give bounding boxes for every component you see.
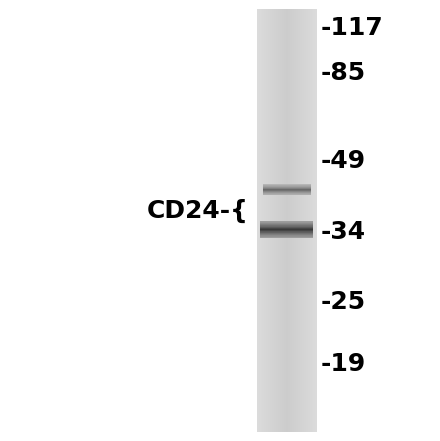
Bar [301, 9, 302, 432]
Bar [269, 9, 270, 432]
Bar [287, 9, 288, 432]
Bar [304, 9, 306, 432]
Bar [302, 9, 303, 432]
Bar [260, 238, 313, 239]
Bar [314, 9, 315, 432]
Bar [276, 9, 277, 432]
Bar [307, 9, 308, 432]
Bar [289, 9, 290, 432]
Bar [306, 9, 307, 432]
Text: -19: -19 [320, 352, 366, 376]
Bar [257, 9, 258, 432]
Bar [298, 9, 299, 432]
Bar [260, 237, 313, 238]
Text: -34: -34 [320, 220, 366, 243]
Bar [260, 235, 313, 236]
Bar [260, 9, 261, 432]
Text: -85: -85 [320, 61, 366, 85]
Bar [260, 227, 313, 228]
Text: CD24-{: CD24-{ [147, 199, 249, 223]
Bar [297, 9, 298, 432]
Bar [290, 9, 291, 432]
Bar [260, 228, 313, 229]
Bar [260, 234, 313, 235]
Text: -49: -49 [320, 149, 366, 173]
Bar [267, 9, 268, 432]
Bar [309, 9, 310, 432]
Bar [266, 9, 267, 432]
Bar [310, 9, 311, 432]
Bar [303, 9, 304, 432]
Bar [299, 9, 300, 432]
Bar [293, 9, 294, 432]
Bar [260, 224, 313, 225]
Bar [285, 9, 286, 432]
Bar [304, 9, 305, 432]
Bar [262, 9, 263, 432]
Bar [260, 232, 313, 233]
Bar [258, 9, 259, 432]
Bar [260, 226, 313, 227]
Bar [260, 221, 313, 222]
Bar [260, 222, 313, 223]
Bar [275, 9, 276, 432]
Bar [312, 9, 314, 432]
Bar [260, 236, 313, 237]
Bar [280, 9, 281, 432]
Text: -117: -117 [320, 16, 383, 40]
Bar [271, 9, 272, 432]
Bar [311, 9, 312, 432]
Bar [260, 230, 313, 231]
Bar [278, 9, 279, 432]
Bar [295, 9, 296, 432]
Bar [277, 9, 278, 432]
Bar [260, 229, 313, 230]
Bar [291, 9, 292, 432]
Bar [268, 9, 269, 432]
Bar [265, 9, 266, 432]
Bar [292, 9, 293, 432]
Bar [279, 9, 280, 432]
Bar [273, 9, 274, 432]
Bar [272, 9, 273, 432]
Text: -25: -25 [320, 290, 366, 314]
Bar [261, 9, 262, 432]
Bar [260, 231, 313, 232]
Bar [281, 9, 282, 432]
Bar [315, 9, 316, 432]
Bar [274, 9, 275, 432]
Bar [264, 9, 265, 432]
Bar [294, 9, 295, 432]
Bar [286, 9, 287, 432]
Bar [260, 225, 313, 226]
Bar [260, 223, 313, 224]
Bar [296, 9, 297, 432]
Bar [300, 9, 301, 432]
Bar [284, 9, 285, 432]
Bar [282, 9, 283, 432]
Bar [263, 9, 264, 432]
Bar [259, 9, 260, 432]
Bar [288, 9, 289, 432]
Bar [270, 9, 271, 432]
Bar [283, 9, 284, 432]
Bar [260, 233, 313, 234]
